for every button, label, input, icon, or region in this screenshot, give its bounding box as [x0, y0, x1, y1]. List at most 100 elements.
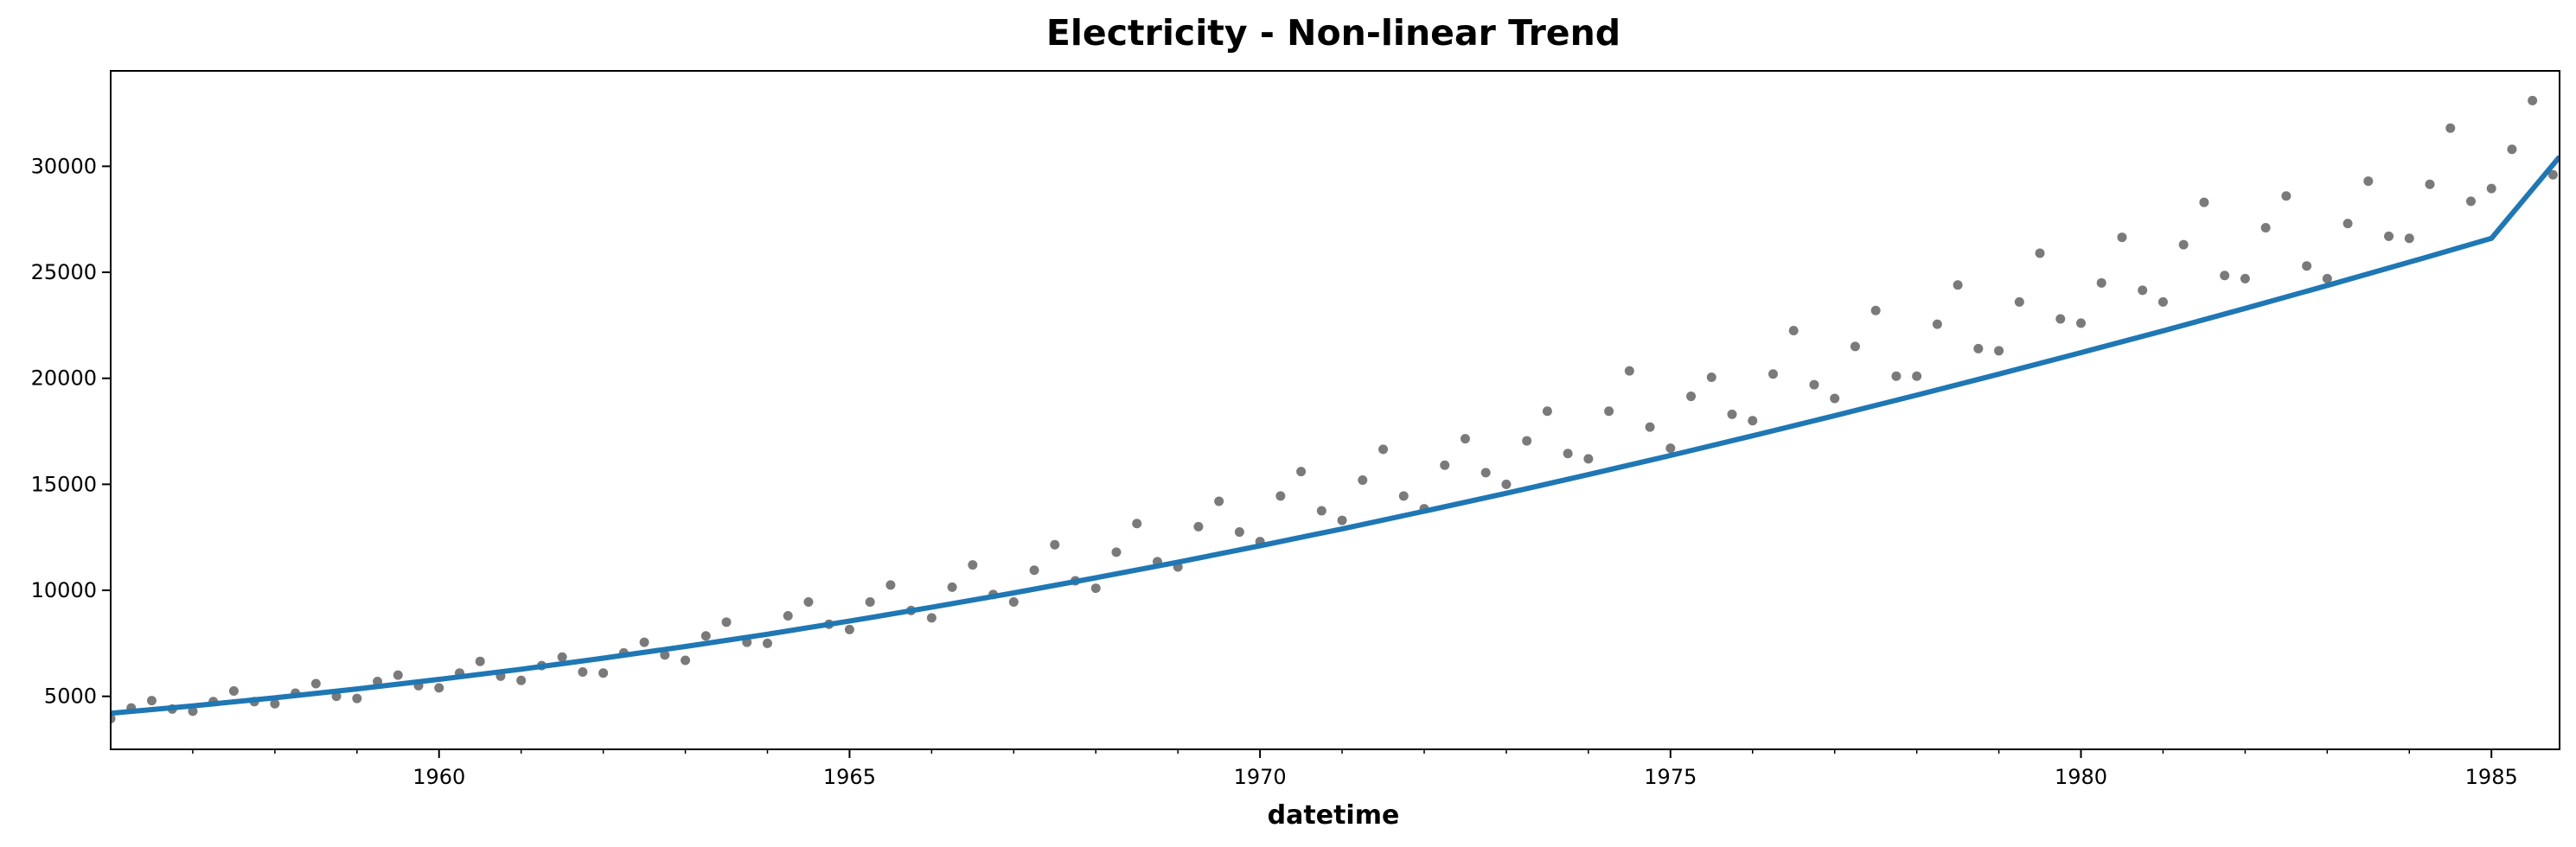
data-point [1583, 454, 1594, 464]
data-point [1767, 369, 1778, 379]
data-point [2199, 197, 2209, 207]
data-point [968, 560, 978, 570]
data-point [721, 617, 732, 627]
data-point [1973, 343, 1984, 353]
data-point [2384, 231, 2394, 241]
trend-line [111, 155, 2560, 716]
x-tick-label: 1970 [1234, 765, 1287, 789]
data-point [1193, 521, 1204, 532]
data-point [1788, 326, 1799, 336]
data-point [1912, 371, 1922, 381]
data-point [1665, 443, 1676, 454]
data-point [2240, 273, 2250, 283]
data-point [2096, 277, 2106, 288]
data-point [2220, 271, 2230, 281]
data-point [1563, 449, 1573, 459]
data-point [1624, 366, 1634, 376]
data-point [1932, 319, 1942, 329]
y-tick-label: 15000 [31, 472, 97, 496]
data-point [2445, 123, 2456, 133]
data-point [660, 650, 670, 660]
data-point [598, 668, 609, 678]
data-point [926, 613, 936, 623]
data-point [1542, 406, 1552, 417]
chart-title: Electricity - Non-linear Trend [1046, 12, 1620, 54]
data-point [844, 624, 854, 634]
data-point [2547, 169, 2558, 180]
data-point [2035, 248, 2045, 258]
data-point [2117, 232, 2127, 243]
data-point [1686, 392, 1697, 402]
data-point [2138, 285, 2148, 296]
data-point [2281, 191, 2292, 201]
x-tick-label: 1960 [412, 765, 465, 789]
data-point [2302, 261, 2312, 271]
data-point [578, 666, 588, 677]
data-point [146, 696, 157, 706]
data-point [1275, 491, 1286, 501]
data-point [1296, 467, 1307, 477]
data-point [1090, 583, 1101, 594]
data-point [1316, 506, 1326, 516]
y-tick-label: 25000 [31, 260, 97, 284]
x-tick-label: 1980 [2055, 765, 2107, 789]
data-point [2322, 273, 2332, 283]
x-tick-label: 1965 [823, 765, 876, 789]
data-point [1460, 434, 1470, 444]
data-point [1522, 436, 1532, 446]
data-point [2404, 233, 2414, 244]
data-point [1398, 491, 1409, 501]
y-tick-label: 30000 [31, 154, 97, 178]
data-point [1727, 409, 1737, 419]
data-point [763, 638, 773, 648]
data-point [1604, 406, 1614, 417]
data-point [111, 713, 116, 723]
data-point [803, 597, 814, 608]
data-point [1748, 416, 1758, 426]
data-point [1440, 460, 1450, 470]
data-point [352, 693, 362, 704]
data-point [1234, 527, 1244, 538]
data-point [2076, 318, 2087, 328]
data-point [188, 706, 198, 716]
data-point [434, 683, 444, 693]
data-point [1891, 371, 1902, 381]
data-point [1111, 547, 1122, 557]
data-point [2014, 296, 2024, 307]
data-point [1132, 519, 1142, 529]
data-point [270, 698, 280, 709]
data-point [228, 686, 239, 697]
data-point [2178, 239, 2189, 250]
data-point [2260, 223, 2271, 233]
data-point [393, 670, 403, 680]
data-point [1830, 393, 1840, 404]
data-point [2055, 314, 2066, 324]
x-tick-label: 1985 [2465, 765, 2518, 789]
data-point [1050, 539, 1060, 550]
plot-frame [110, 70, 2560, 750]
y-tick-label: 10000 [31, 578, 97, 602]
data-point [1337, 515, 1347, 525]
data-point [2343, 219, 2353, 229]
data-point [1645, 422, 1655, 432]
y-tick-label: 5000 [44, 685, 97, 709]
data-point [516, 675, 527, 685]
data-point [639, 637, 649, 647]
x-axis: 1960 1965 1970 1975 1980 1985 [192, 749, 2518, 789]
data-point [2486, 183, 2496, 194]
y-axis: 5000 10000 15000 20000 25000 30000 [31, 154, 111, 709]
data-point [1850, 341, 1860, 352]
data-point [1480, 468, 1491, 478]
data-point [1953, 280, 1963, 290]
y-tick-label: 20000 [31, 366, 97, 391]
data-point [2425, 179, 2435, 189]
data-point [2507, 144, 2517, 155]
data-point [700, 631, 711, 641]
data-point [885, 580, 896, 590]
data-point [2363, 176, 2374, 187]
data-point [1029, 565, 1039, 576]
data-point [557, 652, 567, 662]
plot-area [111, 95, 2560, 723]
data-point [1994, 346, 2004, 356]
